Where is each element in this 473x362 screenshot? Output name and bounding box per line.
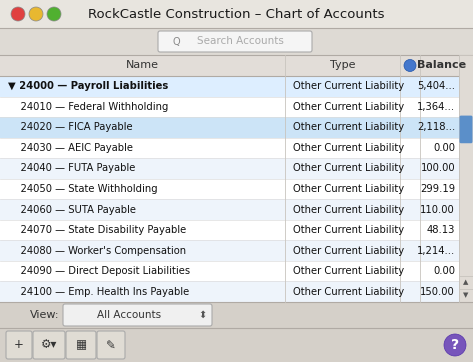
Text: +: +	[14, 338, 24, 352]
Text: ?: ?	[451, 338, 459, 352]
Text: Other Current Liability: Other Current Liability	[293, 102, 404, 112]
Text: 150.00: 150.00	[420, 287, 455, 297]
Text: 24040 — FUTA Payable: 24040 — FUTA Payable	[8, 164, 135, 173]
Text: Other Current Liability: Other Current Liability	[293, 246, 404, 256]
FancyBboxPatch shape	[0, 28, 473, 55]
FancyBboxPatch shape	[459, 115, 473, 143]
Text: Other Current Liability: Other Current Liability	[293, 81, 404, 91]
Text: 24020 — FICA Payable: 24020 — FICA Payable	[8, 122, 132, 132]
Text: 24070 — State Disability Payable: 24070 — State Disability Payable	[8, 225, 186, 235]
FancyBboxPatch shape	[97, 331, 125, 359]
FancyBboxPatch shape	[158, 31, 312, 52]
FancyBboxPatch shape	[0, 138, 459, 158]
Text: 24090 — Direct Deposit Liabilities: 24090 — Direct Deposit Liabilities	[8, 266, 190, 276]
FancyBboxPatch shape	[0, 158, 459, 179]
Text: Other Current Liability: Other Current Liability	[293, 225, 404, 235]
Text: ▼: ▼	[464, 292, 469, 298]
FancyBboxPatch shape	[0, 97, 459, 117]
FancyBboxPatch shape	[0, 199, 459, 220]
FancyBboxPatch shape	[0, 76, 459, 97]
FancyBboxPatch shape	[0, 302, 473, 328]
FancyBboxPatch shape	[0, 328, 473, 362]
FancyBboxPatch shape	[0, 117, 459, 138]
Text: RockCastle Construction – Chart of Accounts: RockCastle Construction – Chart of Accou…	[88, 8, 385, 21]
Text: Other Current Liability: Other Current Liability	[293, 143, 404, 153]
Text: 1,364...: 1,364...	[417, 102, 455, 112]
FancyBboxPatch shape	[0, 281, 459, 302]
Text: All Accounts: All Accounts	[97, 310, 162, 320]
Text: 24050 — State Withholding: 24050 — State Withholding	[8, 184, 158, 194]
Text: ▼ 24000 — Payroll Liabilities: ▼ 24000 — Payroll Liabilities	[8, 81, 168, 91]
Text: Other Current Liability: Other Current Liability	[293, 164, 404, 173]
FancyBboxPatch shape	[0, 0, 473, 28]
Text: 0.00: 0.00	[433, 266, 455, 276]
Text: Other Current Liability: Other Current Liability	[293, 287, 404, 297]
Text: Other Current Liability: Other Current Liability	[293, 122, 404, 132]
Circle shape	[404, 59, 416, 72]
FancyBboxPatch shape	[33, 331, 65, 359]
FancyBboxPatch shape	[63, 304, 212, 326]
Text: Balance: Balance	[417, 60, 466, 71]
Text: 24030 — AEIC Payable: 24030 — AEIC Payable	[8, 143, 133, 153]
Text: Type: Type	[330, 60, 355, 71]
FancyBboxPatch shape	[66, 331, 96, 359]
Text: ⬍: ⬍	[198, 310, 206, 320]
FancyBboxPatch shape	[0, 220, 459, 240]
Text: 5,404...: 5,404...	[417, 81, 455, 91]
Text: 110.00: 110.00	[420, 205, 455, 215]
Text: ⚙▾: ⚙▾	[41, 338, 57, 352]
Text: Name: Name	[126, 60, 159, 71]
Text: ▲: ▲	[464, 279, 469, 286]
Text: Search Accounts: Search Accounts	[197, 37, 283, 46]
Text: ▦: ▦	[75, 338, 87, 352]
FancyBboxPatch shape	[0, 179, 459, 199]
Text: 24080 — Worker's Compensation: 24080 — Worker's Compensation	[8, 246, 186, 256]
Text: View:: View:	[30, 310, 60, 320]
Text: 48.13: 48.13	[427, 225, 455, 235]
Text: Other Current Liability: Other Current Liability	[293, 205, 404, 215]
FancyBboxPatch shape	[0, 55, 459, 76]
Text: 24100 — Emp. Health Ins Payable: 24100 — Emp. Health Ins Payable	[8, 287, 189, 297]
Text: 299.19: 299.19	[420, 184, 455, 194]
Text: Other Current Liability: Other Current Liability	[293, 266, 404, 276]
FancyBboxPatch shape	[6, 331, 32, 359]
Text: 100.00: 100.00	[420, 164, 455, 173]
Circle shape	[11, 7, 25, 21]
Circle shape	[29, 7, 43, 21]
Text: ✎: ✎	[106, 338, 116, 352]
Text: Q: Q	[172, 37, 180, 46]
Text: Other Current Liability: Other Current Liability	[293, 184, 404, 194]
Text: 24060 — SUTA Payable: 24060 — SUTA Payable	[8, 205, 136, 215]
Text: 24010 — Federal Withholding: 24010 — Federal Withholding	[8, 102, 168, 112]
Text: 2,118...: 2,118...	[417, 122, 455, 132]
FancyBboxPatch shape	[0, 261, 459, 281]
FancyBboxPatch shape	[0, 240, 459, 261]
Text: 1,214...: 1,214...	[417, 246, 455, 256]
FancyBboxPatch shape	[459, 55, 473, 302]
Circle shape	[444, 334, 466, 356]
Circle shape	[47, 7, 61, 21]
Text: 0.00: 0.00	[433, 143, 455, 153]
